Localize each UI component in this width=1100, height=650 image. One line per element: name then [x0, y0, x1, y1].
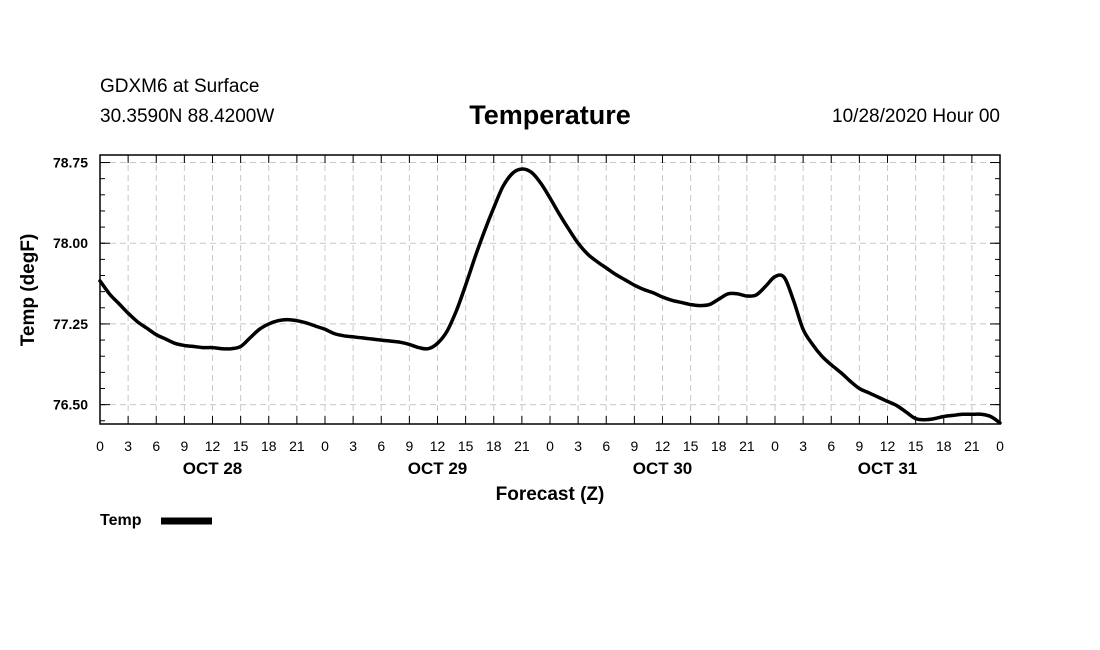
x-tick-label: 21: [739, 438, 755, 454]
x-tick-label: 12: [655, 438, 671, 454]
y-tick-label: 78.00: [53, 235, 88, 251]
x-tick-label: 18: [936, 438, 952, 454]
x-tick-label: 6: [152, 438, 160, 454]
x-tick-label: 0: [771, 438, 779, 454]
plot-frame: [99, 154, 1001, 425]
x-tick-label: 15: [458, 438, 474, 454]
temp-series-line: [98, 167, 1002, 425]
x-tick-label: 6: [827, 438, 835, 454]
x-tick-label: 9: [405, 438, 413, 454]
gridlines: [100, 155, 1000, 424]
x-tick-label: 0: [996, 438, 1004, 454]
x-tick-label: 15: [683, 438, 699, 454]
y-tick-label: 77.25: [53, 316, 88, 332]
y-tick-label: 78.75: [53, 155, 88, 171]
day-label: OCT 28: [183, 459, 243, 478]
x-tick-label: 6: [602, 438, 610, 454]
x-tick-label: 15: [233, 438, 249, 454]
y-axis-label: Temp (degF): [18, 234, 39, 347]
y-tick-label: 76.50: [53, 397, 88, 413]
x-tick-label: 0: [96, 438, 104, 454]
day-label: OCT 30: [633, 459, 693, 478]
legend-label-temp: Temp: [100, 512, 142, 529]
x-axis-label: Forecast (Z): [496, 484, 605, 505]
day-label: OCT 31: [858, 459, 918, 478]
run-date-label: 10/28/2020 Hour 00: [832, 106, 1000, 127]
coordinates-label: 30.3590N 88.4200W: [100, 106, 275, 127]
x-tick-label: 15: [908, 438, 924, 454]
x-tick-label: 3: [349, 438, 357, 454]
day-labels: OCT 28 OCT 29 OCT 30 OCT 31: [183, 459, 918, 478]
x-tick-label: 3: [574, 438, 582, 454]
x-tick-label: 12: [880, 438, 896, 454]
x-tick-label: 3: [124, 438, 132, 454]
day-label: OCT 29: [408, 459, 468, 478]
x-tick-label: 18: [711, 438, 727, 454]
x-tick-label: 18: [261, 438, 277, 454]
station-label: GDXM6 at Surface: [100, 76, 260, 97]
chart-title: Temperature: [469, 100, 631, 130]
y-tick-labels: 76.50 77.25 78.00 78.75: [53, 155, 88, 413]
x-tick-label: 21: [514, 438, 530, 454]
x-tick-label: 18: [486, 438, 502, 454]
x-tick-label: 12: [205, 438, 221, 454]
axis-ticks: [99, 155, 1001, 424]
x-tick-label: 12: [430, 438, 446, 454]
x-tick-label: 0: [321, 438, 329, 454]
x-tick-label: 9: [855, 438, 863, 454]
x-tick-label: 21: [964, 438, 980, 454]
x-tick-label: 0: [546, 438, 554, 454]
x-tick-label: 21: [289, 438, 305, 454]
x-tick-label: 6: [377, 438, 385, 454]
x-tick-labels: 0 3 6 9 12 15 18 21 0 3 6 9 12 15 18 21 0 3 6 9 12 15 18 21 0 3 6 9…: [96, 438, 1004, 454]
x-tick-label: 9: [630, 438, 638, 454]
x-tick-label: 3: [799, 438, 807, 454]
x-tick-label: 9: [180, 438, 188, 454]
